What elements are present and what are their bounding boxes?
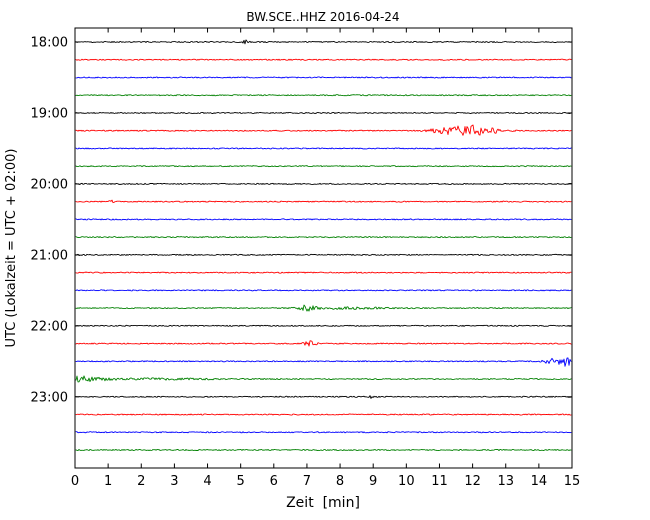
trace-20:00	[75, 182, 572, 185]
x-tick-label: 9	[369, 474, 377, 489]
x-tick-label: 5	[237, 474, 245, 489]
trace-23:45	[75, 449, 572, 451]
trace-21:15	[75, 271, 572, 274]
x-tick-label: 11	[431, 474, 448, 489]
y-tick-label: 19:00	[31, 106, 68, 121]
trace-18:30	[75, 76, 572, 79]
trace-20:30	[75, 218, 572, 221]
x-tick-label: 6	[270, 474, 278, 489]
y-tick-label: 23:00	[31, 390, 68, 405]
trace-23:30	[75, 431, 572, 434]
x-tick-label: 3	[170, 474, 178, 489]
trace-21:45	[75, 304, 572, 312]
trace-22:30	[75, 357, 572, 367]
y-axis-label: UTC (Lokalzeit = UTC + 02:00)	[4, 149, 19, 348]
trace-22:15	[75, 340, 572, 347]
x-axis-label: Zeit [min]	[286, 495, 360, 511]
trace-20:15	[75, 199, 572, 204]
trace-18:15	[75, 58, 572, 61]
trace-18:45	[75, 94, 572, 97]
y-tick-label: 21:00	[31, 248, 68, 263]
trace-19:00	[75, 111, 572, 114]
trace-18:00	[75, 39, 572, 45]
trace-21:00	[75, 253, 572, 256]
x-tick-label: 14	[531, 474, 548, 489]
trace-23:00	[75, 395, 572, 399]
trace-22:45	[75, 375, 572, 383]
trace-19:30	[75, 147, 572, 150]
x-tick-label: 1	[104, 474, 112, 489]
x-tick-label: 7	[303, 474, 311, 489]
trace-21:30	[75, 289, 572, 292]
x-tick-label: 4	[203, 474, 211, 489]
x-tick-label: 2	[137, 474, 145, 489]
trace-20:45	[75, 236, 572, 239]
trace-19:45	[75, 165, 572, 168]
trace-19:15	[75, 124, 572, 136]
x-tick-label: 8	[336, 474, 344, 489]
x-tick-label: 0	[71, 474, 79, 489]
plot-title: BW.SCE..HHZ 2016-04-24	[246, 10, 399, 24]
y-tick-label: 22:00	[31, 319, 68, 334]
x-tick-label: 10	[398, 474, 415, 489]
y-tick-label: 18:00	[31, 36, 68, 51]
plot-frame	[74, 27, 573, 469]
plot-content: 0 1 2 3 4 5 6 7 8 9 10 11 12 13 14 1518:0019:0020:0021:…	[31, 27, 581, 489]
x-tick-label: 12	[464, 474, 481, 489]
trace-23:15	[75, 413, 572, 416]
y-tick-label: 20:00	[31, 177, 68, 192]
trace-22:00	[75, 324, 572, 327]
x-tick-label: 13	[497, 474, 514, 489]
x-tick-label: 15	[564, 474, 581, 489]
